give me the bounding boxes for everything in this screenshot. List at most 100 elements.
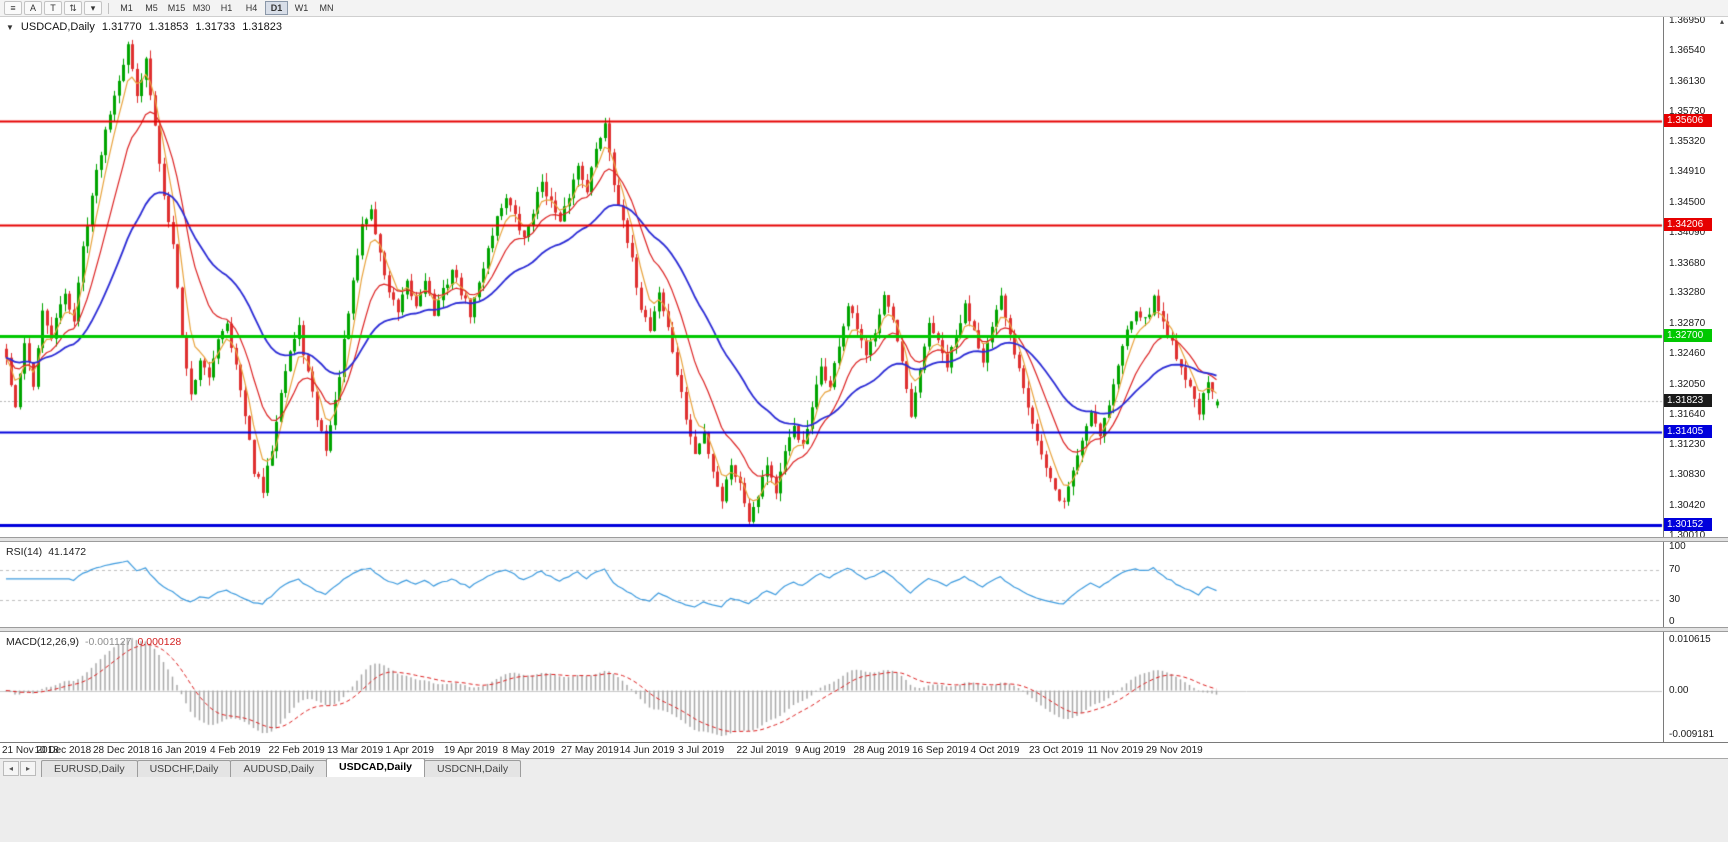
tool-dropdown-icon: ▾	[90, 2, 96, 13]
date-label: 4 Oct 2019	[970, 745, 1020, 756]
rsi-axis-label: 70	[1669, 563, 1681, 575]
tab-eurusd-daily[interactable]: EURUSD,Daily	[41, 760, 138, 777]
macd-panel-splitter[interactable]	[0, 627, 1728, 632]
timeframe-d1-button[interactable]: D1	[265, 1, 288, 15]
date-label: 27 May 2019	[561, 745, 619, 756]
date-label: 28 Dec 2018	[93, 745, 150, 756]
ohlc-high-value: 1.31853	[148, 21, 189, 33]
timeframe-button-group: M1 M5 M15 M30 H1 H4 D1 W1 MN	[115, 1, 338, 15]
rsi-axis-label: 100	[1669, 541, 1686, 552]
tabs-container: EURUSD,Daily USDCHF,Daily AUDUSD,Daily USDC…	[41, 758, 522, 777]
price-tick-label: 1.36540	[1669, 45, 1706, 57]
level-price-badge: 1.32700	[1664, 329, 1712, 343]
rsi-canvas[interactable]	[0, 542, 1663, 627]
tab-usdcnh-daily[interactable]: USDCNH,Daily	[423, 760, 522, 777]
level-price-badge: 1.30152	[1664, 518, 1712, 532]
chart-list-button[interactable]: ≡	[4, 1, 22, 15]
level-price-badge: 1.34206	[1664, 217, 1712, 231]
date-label: 16 Sep 2019	[912, 745, 969, 756]
macd-axis-top-label: 0.010615	[1669, 634, 1711, 645]
tab-audusd-daily[interactable]: AUDUSD,Daily	[230, 760, 328, 777]
date-axis[interactable]: 21 Nov 2018 10 Dec 2018 28 Dec 2018 16 Jan …	[0, 742, 1728, 758]
toolbar-button-group: ≡ A T ⇅ ▾	[4, 1, 102, 15]
date-label: 13 Mar 2019	[327, 745, 384, 756]
chart-tab-bar: ◂ ▸ EURUSD,Daily USDCHF,Daily AUDUSD,Daily…	[0, 758, 1728, 777]
macd-main-value: -0.001127	[84, 636, 132, 648]
price-tick-label: 1.34090	[1669, 227, 1706, 239]
macd-name: MACD(12,26,9)	[6, 636, 79, 648]
date-label: 23 Oct 2019	[1029, 745, 1084, 756]
price-tick-label: 1.33680	[1669, 257, 1706, 269]
top-toolbar: ≡ A T ⇅ ▾ M1 M5 M15 M30 H1 H4 D1 W1 MN	[0, 0, 1728, 17]
ohlc-close-value: 1.31823	[242, 21, 282, 33]
macd-signal-value: 0.000128	[137, 636, 182, 648]
date-label: 22 Jul 2019	[736, 745, 789, 756]
macd-canvas[interactable]	[0, 632, 1663, 742]
timeframe-h4-button[interactable]: H4	[240, 1, 263, 15]
date-label: 3 Jul 2019	[678, 745, 725, 756]
date-label: 4 Feb 2019	[210, 745, 261, 756]
price-tick-label: 1.30010	[1669, 530, 1706, 541]
price-axis[interactable]: ▴ 1.36950 1.36540 1.36130 1.35730 1.35320 1.3…	[1663, 15, 1728, 742]
price-tick-label: 1.36950	[1669, 15, 1706, 26]
price-tick-label: 1.32460	[1669, 348, 1706, 360]
price-tick-label: 1.30420	[1669, 499, 1706, 511]
rsi-axis-label: 30	[1669, 593, 1681, 605]
date-label: 10 Dec 2018	[34, 745, 92, 756]
price-tick-label: 1.33280	[1669, 287, 1706, 299]
level-price-badge: 1.31405	[1664, 425, 1712, 439]
text-tool-button[interactable]: T	[44, 1, 62, 15]
macd-indicator-label: MACD(12,26,9) -0.001127 0.000128	[6, 636, 181, 648]
cursor-mode-icon: ⇅	[69, 2, 77, 13]
rsi-name: RSI(14)	[6, 546, 43, 558]
rsi-axis-label: 0	[1669, 616, 1675, 627]
cursor-mode-button[interactable]: ⇅	[64, 1, 82, 15]
date-label: 29 Nov 2019	[1146, 745, 1203, 756]
price-chart-canvas[interactable]	[0, 17, 1663, 537]
rsi-panel-splitter[interactable]	[0, 537, 1728, 542]
price-tick-label: 1.34500	[1669, 196, 1706, 208]
date-label: 14 Jun 2019	[619, 745, 675, 756]
date-label: 11 Nov 2019	[1087, 745, 1144, 756]
level-price-badge: 1.35606	[1664, 113, 1712, 127]
price-tick-label: 1.32050	[1669, 378, 1706, 390]
timeframe-w1-button[interactable]: W1	[290, 1, 313, 15]
rsi-indicator-label: RSI(14) 41.1472	[6, 546, 86, 558]
ohlc-low-value: 1.31733	[195, 21, 236, 33]
price-tick-label: 1.35320	[1669, 135, 1706, 147]
window-collapse-icon: ▼	[6, 22, 14, 32]
price-tick-label: 1.35730	[1669, 105, 1706, 117]
price-tick-label: 1.31230	[1669, 439, 1706, 451]
price-tick-label: 1.32870	[1669, 317, 1706, 329]
chart-title-ohlc: ▼ USDCAD,Daily 1.31770 1.31853 1.31733 1…	[6, 21, 282, 33]
price-tick-label: 1.36130	[1669, 75, 1706, 87]
toolbar-separator	[108, 2, 109, 14]
price-tick-label: 1.34910	[1669, 166, 1706, 178]
chart-list-icon: ≡	[10, 3, 16, 13]
ohlc-open-value: 1.31770	[101, 21, 142, 33]
timeframe-m5-button[interactable]: M5	[140, 1, 163, 15]
tab-nav-buttons: ◂ ▸	[3, 761, 36, 776]
axis-scroll-icon: ▴	[1719, 17, 1724, 26]
tab-usdchf-daily[interactable]: USDCHF,Daily	[136, 760, 232, 777]
annotation-a-button[interactable]: A	[24, 1, 42, 15]
tool-dropdown-button[interactable]: ▾	[84, 1, 102, 15]
timeframe-m1-button[interactable]: M1	[115, 1, 138, 15]
date-label: 28 Aug 2019	[853, 745, 910, 756]
tab-scroll-left-button[interactable]: ◂	[3, 761, 19, 776]
price-tick-label: 1.31640	[1669, 409, 1706, 421]
date-label: 21 Nov 2018	[2, 745, 59, 756]
date-label: 22 Feb 2019	[268, 745, 325, 756]
macd-axis-bottom-label: -0.009181	[1669, 729, 1715, 740]
timeframe-h1-button[interactable]: H1	[215, 1, 238, 15]
tab-scroll-right-button[interactable]: ▸	[20, 761, 36, 776]
annotation-a-icon: A	[29, 3, 36, 13]
timeframe-m15-button[interactable]: M15	[165, 1, 188, 15]
tab-usdcad-daily[interactable]: USDCAD,Daily	[326, 758, 425, 777]
current-price-badge: 1.31823	[1664, 394, 1712, 408]
macd-axis-zero-label: 0.00	[1669, 684, 1689, 696]
timeframe-m30-button[interactable]: M30	[190, 1, 213, 15]
timeframe-mn-button[interactable]: MN	[315, 1, 338, 15]
date-label: 1 Apr 2019	[385, 745, 434, 756]
